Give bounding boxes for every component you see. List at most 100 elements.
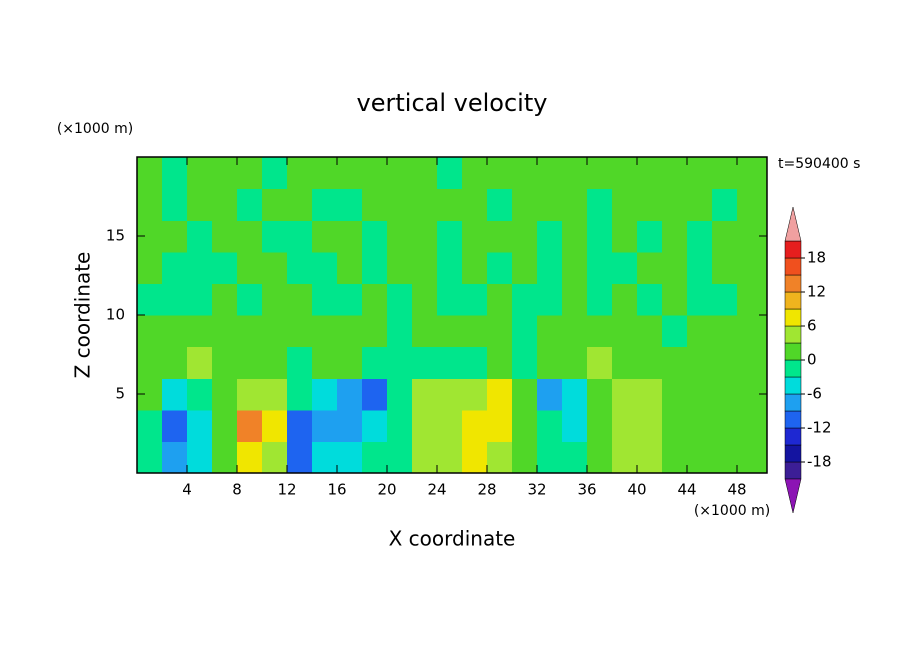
colorbar-box — [784, 410, 802, 429]
colorbar-box — [784, 274, 802, 293]
contour-cell — [337, 157, 363, 190]
x-tick-label: 36 — [577, 481, 596, 499]
contour-cell — [512, 441, 538, 474]
contour-cell — [137, 315, 163, 348]
contour-cell — [562, 346, 588, 379]
contour-cell — [237, 157, 263, 190]
contour-cell — [212, 251, 238, 284]
contour-cell — [637, 315, 663, 348]
contour-cell — [587, 315, 613, 348]
contour-cell — [462, 346, 488, 379]
contour-cell — [562, 220, 588, 253]
contour-cell — [337, 220, 363, 253]
contour-cell — [462, 157, 488, 190]
y-unit: (×1000 m) — [57, 121, 133, 137]
contour-cell — [137, 188, 163, 221]
contour-cell — [312, 283, 338, 316]
x-axis-label: X coordinate — [389, 527, 516, 551]
contour-cell — [637, 441, 663, 474]
contour-cell — [287, 188, 313, 221]
contour-cell — [137, 441, 163, 474]
contour-cell — [587, 378, 613, 411]
contour-cell — [462, 409, 488, 442]
contour-cell — [412, 315, 438, 348]
contour-cell — [312, 441, 338, 474]
contour-cell — [437, 315, 463, 348]
contour-cell — [387, 283, 413, 316]
contour-cell — [662, 378, 688, 411]
colorbar-tick-label: -18 — [807, 453, 832, 471]
contour-cell — [412, 157, 438, 190]
contour-cell — [412, 346, 438, 379]
contour-cell — [637, 346, 663, 379]
y-tick-label: 10 — [106, 306, 125, 324]
contour-cell — [637, 409, 663, 442]
contour-cell — [712, 188, 738, 221]
contour-cell — [637, 283, 663, 316]
contour-cell — [687, 220, 713, 253]
contour-cell — [312, 251, 338, 284]
contour-cell — [637, 378, 663, 411]
x-tick-label: 16 — [327, 481, 346, 499]
contour-cell — [237, 188, 263, 221]
contour-cell — [162, 315, 188, 348]
contour-cell — [412, 409, 438, 442]
contour-cell — [362, 157, 388, 190]
contour-cell — [337, 346, 363, 379]
contour-cell — [487, 315, 513, 348]
contour-cell — [612, 283, 638, 316]
contour-cell — [587, 283, 613, 316]
contour-cell — [187, 251, 213, 284]
contour-cell — [312, 409, 338, 442]
contour-cell — [487, 220, 513, 253]
contour-cell — [612, 220, 638, 253]
contour-cell — [712, 378, 738, 411]
contour-cell — [212, 346, 238, 379]
contour-cell — [287, 283, 313, 316]
contour-cell — [587, 188, 613, 221]
contour-cell — [512, 283, 538, 316]
contour-cell — [637, 188, 663, 221]
contour-cell — [662, 188, 688, 221]
contour-cell — [637, 251, 663, 284]
contour-cell — [362, 378, 388, 411]
contour-cell — [412, 283, 438, 316]
contour-cell — [537, 315, 563, 348]
contour-cell — [437, 441, 463, 474]
contour-cell — [162, 346, 188, 379]
contour-cell — [162, 409, 188, 442]
contour-cell — [137, 157, 163, 190]
contour-cell — [662, 441, 688, 474]
contour-cell — [487, 251, 513, 284]
contour-cell — [662, 346, 688, 379]
contour-cell — [512, 346, 538, 379]
contour-cell — [437, 188, 463, 221]
contour-cell — [537, 283, 563, 316]
contour-cell — [662, 251, 688, 284]
contour-cell — [412, 220, 438, 253]
colorbar-extend — [784, 478, 802, 514]
contour-cell — [687, 315, 713, 348]
contour-cell — [187, 346, 213, 379]
colorbar-tick-label: 0 — [807, 351, 817, 369]
colorbar-box — [784, 325, 802, 344]
contour-cell — [562, 157, 588, 190]
contour-cell — [462, 283, 488, 316]
contour-cell — [562, 315, 588, 348]
colorbar-box — [784, 257, 802, 276]
contour-cell — [187, 441, 213, 474]
y-tick-label: 5 — [115, 385, 125, 403]
contour-cell — [537, 441, 563, 474]
contour-cell — [487, 441, 513, 474]
contour-cell — [337, 441, 363, 474]
contour-cell — [712, 283, 738, 316]
contour-cell — [687, 157, 713, 190]
x-tick-label: 12 — [277, 481, 296, 499]
contour-cell — [537, 157, 563, 190]
contour-cell — [712, 441, 738, 474]
contour-cell — [387, 220, 413, 253]
contour-cell — [312, 346, 338, 379]
contour-cell — [187, 315, 213, 348]
contour-cell — [387, 315, 413, 348]
